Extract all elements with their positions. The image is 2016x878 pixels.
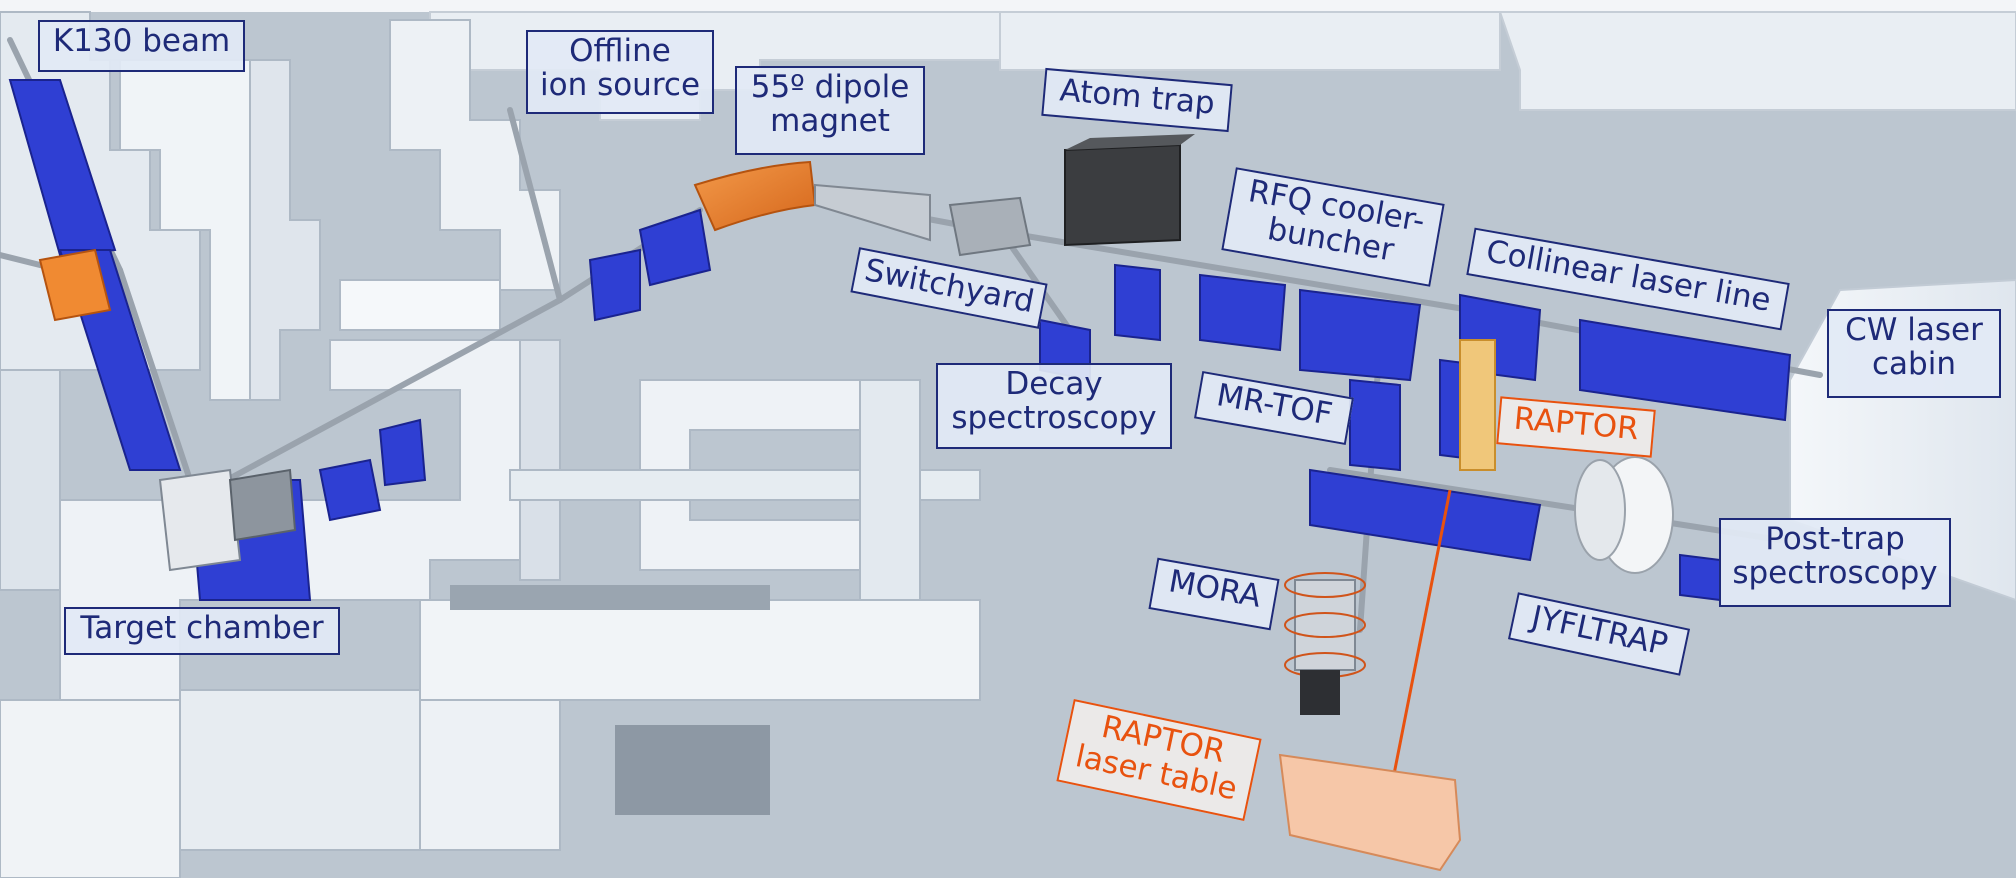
top-edge bbox=[0, 0, 2016, 12]
k130-beam-label: K130 beam bbox=[38, 20, 245, 72]
raptor-setup bbox=[1383, 339, 1496, 821]
target-chamber-label: Target chamber bbox=[64, 607, 340, 655]
floor-trench bbox=[450, 585, 770, 610]
switchyard-chamber bbox=[814, 183, 1032, 257]
raptor-laser-table-object bbox=[1278, 753, 1462, 872]
floor-pit bbox=[615, 725, 770, 815]
atom-trap-box bbox=[1064, 134, 1195, 247]
offline-ion-source-label: Offline ion source bbox=[526, 30, 714, 114]
cw-laser-cabin-label: CW laser cabin bbox=[1827, 309, 2001, 398]
dipole-magnet-label: 55º dipole magnet bbox=[735, 66, 925, 155]
jyfltrap-magnet bbox=[1574, 456, 1674, 574]
mora-trap bbox=[1284, 572, 1366, 715]
post-trap-spectroscopy-label: Post-trap spectroscopy bbox=[1719, 518, 1951, 607]
decay-spectroscopy-label: Decay spectroscopy bbox=[936, 363, 1172, 449]
target-chamber-equipment bbox=[38, 248, 297, 572]
